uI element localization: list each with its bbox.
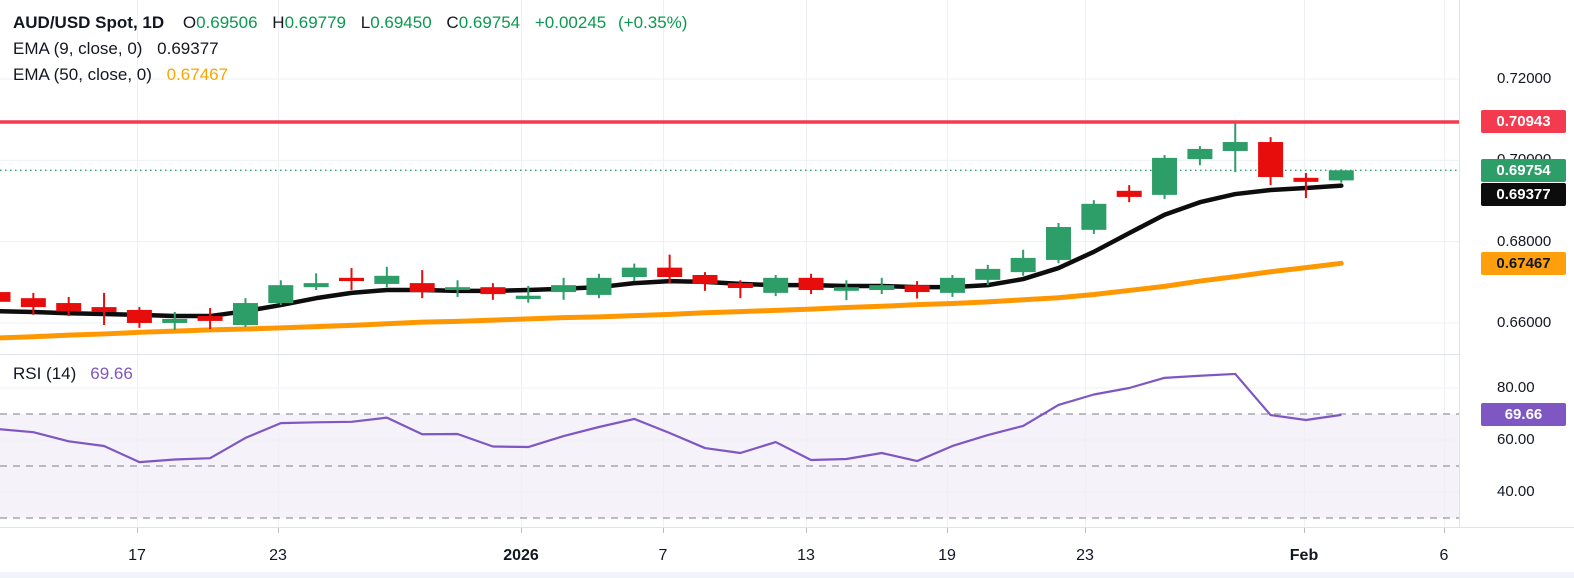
ohlc-high-value: 0.69779 [284, 13, 347, 32]
ema9-line [0, 183, 1344, 319]
candle-body-up[interactable] [445, 287, 471, 291]
rsi-line [0, 372, 1342, 464]
candle-body-down[interactable] [1116, 190, 1142, 197]
candle-body-up[interactable] [162, 318, 188, 323]
candle-body-down[interactable] [692, 274, 718, 284]
rsi-value: 69.66 [90, 364, 133, 383]
change-percent: (+0.35%) [618, 13, 688, 32]
time-axis-tick [137, 528, 138, 533]
rsi-axis-label: 60.00 [1497, 431, 1535, 448]
candle-body-down[interactable] [480, 287, 506, 295]
ema50-label: EMA (50, close, 0) [13, 65, 152, 84]
ema9-label: EMA (9, close, 0) [13, 39, 143, 58]
ema50-legend-row[interactable]: EMA (50, close, 0) 0.67467 [13, 62, 687, 88]
candle-body-up[interactable] [621, 267, 647, 278]
candle-body-down[interactable] [657, 267, 683, 278]
time-axis-tick [1444, 528, 1445, 533]
time-axis[interactable]: 17 23 2026 7 13 19 23 Feb 6 [0, 527, 1574, 578]
price-axis[interactable]: 0.720000.700000.680000.6600080.0060.0040… [1459, 0, 1574, 527]
ohlc-close-label: C [446, 13, 459, 32]
candle-body-down[interactable] [1293, 177, 1319, 182]
candle-body-down[interactable] [20, 298, 46, 308]
time-axis-tick [278, 528, 279, 533]
candle-body-up[interactable] [1187, 148, 1213, 160]
candle-body-down[interactable] [1258, 142, 1284, 177]
candle-body-up[interactable] [1081, 203, 1107, 230]
ohlc-open-label: O [182, 13, 197, 32]
candle-body-down[interactable] [0, 292, 11, 302]
price-chart-canvas[interactable] [0, 0, 1459, 527]
ohlc-low-value: 0.69450 [370, 13, 432, 32]
rsi-axis-label: 40.00 [1497, 483, 1535, 500]
candle-body-up[interactable] [586, 277, 612, 295]
rsi-legend-row[interactable]: RSI (14) 69.66 [13, 364, 133, 384]
candle-body-down[interactable] [126, 309, 152, 323]
candle-body-down[interactable] [197, 316, 223, 321]
ohlc-open-value: 0.69506 [196, 13, 258, 32]
candle-body-up[interactable] [1152, 157, 1178, 195]
candle-body-up[interactable] [551, 285, 577, 293]
candle-body-down[interactable] [727, 283, 753, 288]
candle-body-up[interactable] [515, 295, 541, 299]
time-axis-tick [1304, 528, 1305, 533]
time-axis-label: 19 [938, 547, 956, 564]
price-axis-label: 0.66000 [1497, 313, 1552, 331]
time-axis-label: 2026 [503, 547, 539, 564]
symbol-title: AUD/USD Spot, 1D [13, 13, 165, 32]
ema9-value: 0.69377 [157, 39, 219, 58]
candle-body-down[interactable] [56, 303, 82, 312]
price-axis-label: 0.68000 [1497, 232, 1552, 250]
time-axis-label: 23 [1076, 547, 1094, 564]
ohlc-low-label: L [360, 13, 371, 32]
candle-body-up[interactable] [833, 287, 859, 291]
time-axis-label: 6 [1439, 547, 1449, 564]
change-value: +0.00245 [534, 13, 607, 32]
ohlc-high-label: H [272, 13, 285, 32]
last-price-badge: 0.69754 [1481, 158, 1566, 182]
candle-body-down[interactable] [339, 277, 364, 282]
time-axis-bottom-strip [0, 572, 1574, 578]
candle-body-up[interactable] [975, 268, 1001, 280]
candle-body-down[interactable] [409, 283, 435, 293]
rsi-label: RSI (14) [13, 364, 77, 383]
ema9-legend-row[interactable]: EMA (9, close, 0) 0.69377 [13, 36, 687, 62]
candle-body-up[interactable] [1328, 170, 1354, 181]
candle-body-down[interactable] [904, 285, 930, 293]
time-axis-label: 17 [128, 547, 146, 564]
candle-body-down[interactable] [91, 307, 117, 312]
time-axis-tick [521, 528, 522, 533]
candle-body-up[interactable] [939, 277, 965, 293]
candle-body-up[interactable] [763, 277, 789, 293]
time-axis-tick [806, 528, 807, 533]
time-axis-label: Feb [1289, 547, 1319, 564]
time-axis-tick [663, 528, 664, 533]
ema50-line [0, 260, 1344, 341]
time-axis-label: 13 [797, 547, 815, 564]
time-axis-label: 7 [658, 547, 668, 564]
candle-body-down[interactable] [798, 277, 824, 291]
time-axis-tick [1085, 528, 1086, 533]
resistance-price-badge: 0.70943 [1481, 110, 1566, 134]
ohlc-close-value: 0.69754 [458, 13, 521, 32]
ema9-price-badge: 0.69377 [1481, 183, 1566, 207]
candle-body-up[interactable] [1222, 142, 1248, 151]
candle-body-up[interactable] [869, 285, 895, 291]
candle-body-up[interactable] [268, 285, 294, 304]
time-axis-tick [947, 528, 948, 533]
rsi-price-badge: 69.66 [1481, 403, 1566, 427]
candle-body-up[interactable] [303, 283, 329, 288]
time-axis-label: 23 [269, 547, 287, 564]
rsi-axis-label: 80.00 [1497, 379, 1535, 396]
main-pane-legend: AUD/USD Spot, 1D O0.69506 H0.69779 L0.69… [13, 10, 687, 88]
ema50-price-badge: 0.67467 [1481, 251, 1566, 275]
candle-body-up[interactable] [1010, 257, 1036, 273]
symbol-legend-row[interactable]: AUD/USD Spot, 1D O0.69506 H0.69779 L0.69… [13, 10, 687, 36]
candle-body-up[interactable] [1046, 227, 1071, 260]
ema50-value: 0.67467 [166, 65, 229, 84]
price-axis-label: 0.72000 [1497, 70, 1552, 87]
candle-body-up[interactable] [374, 275, 400, 284]
candle-body-up[interactable] [232, 303, 258, 325]
